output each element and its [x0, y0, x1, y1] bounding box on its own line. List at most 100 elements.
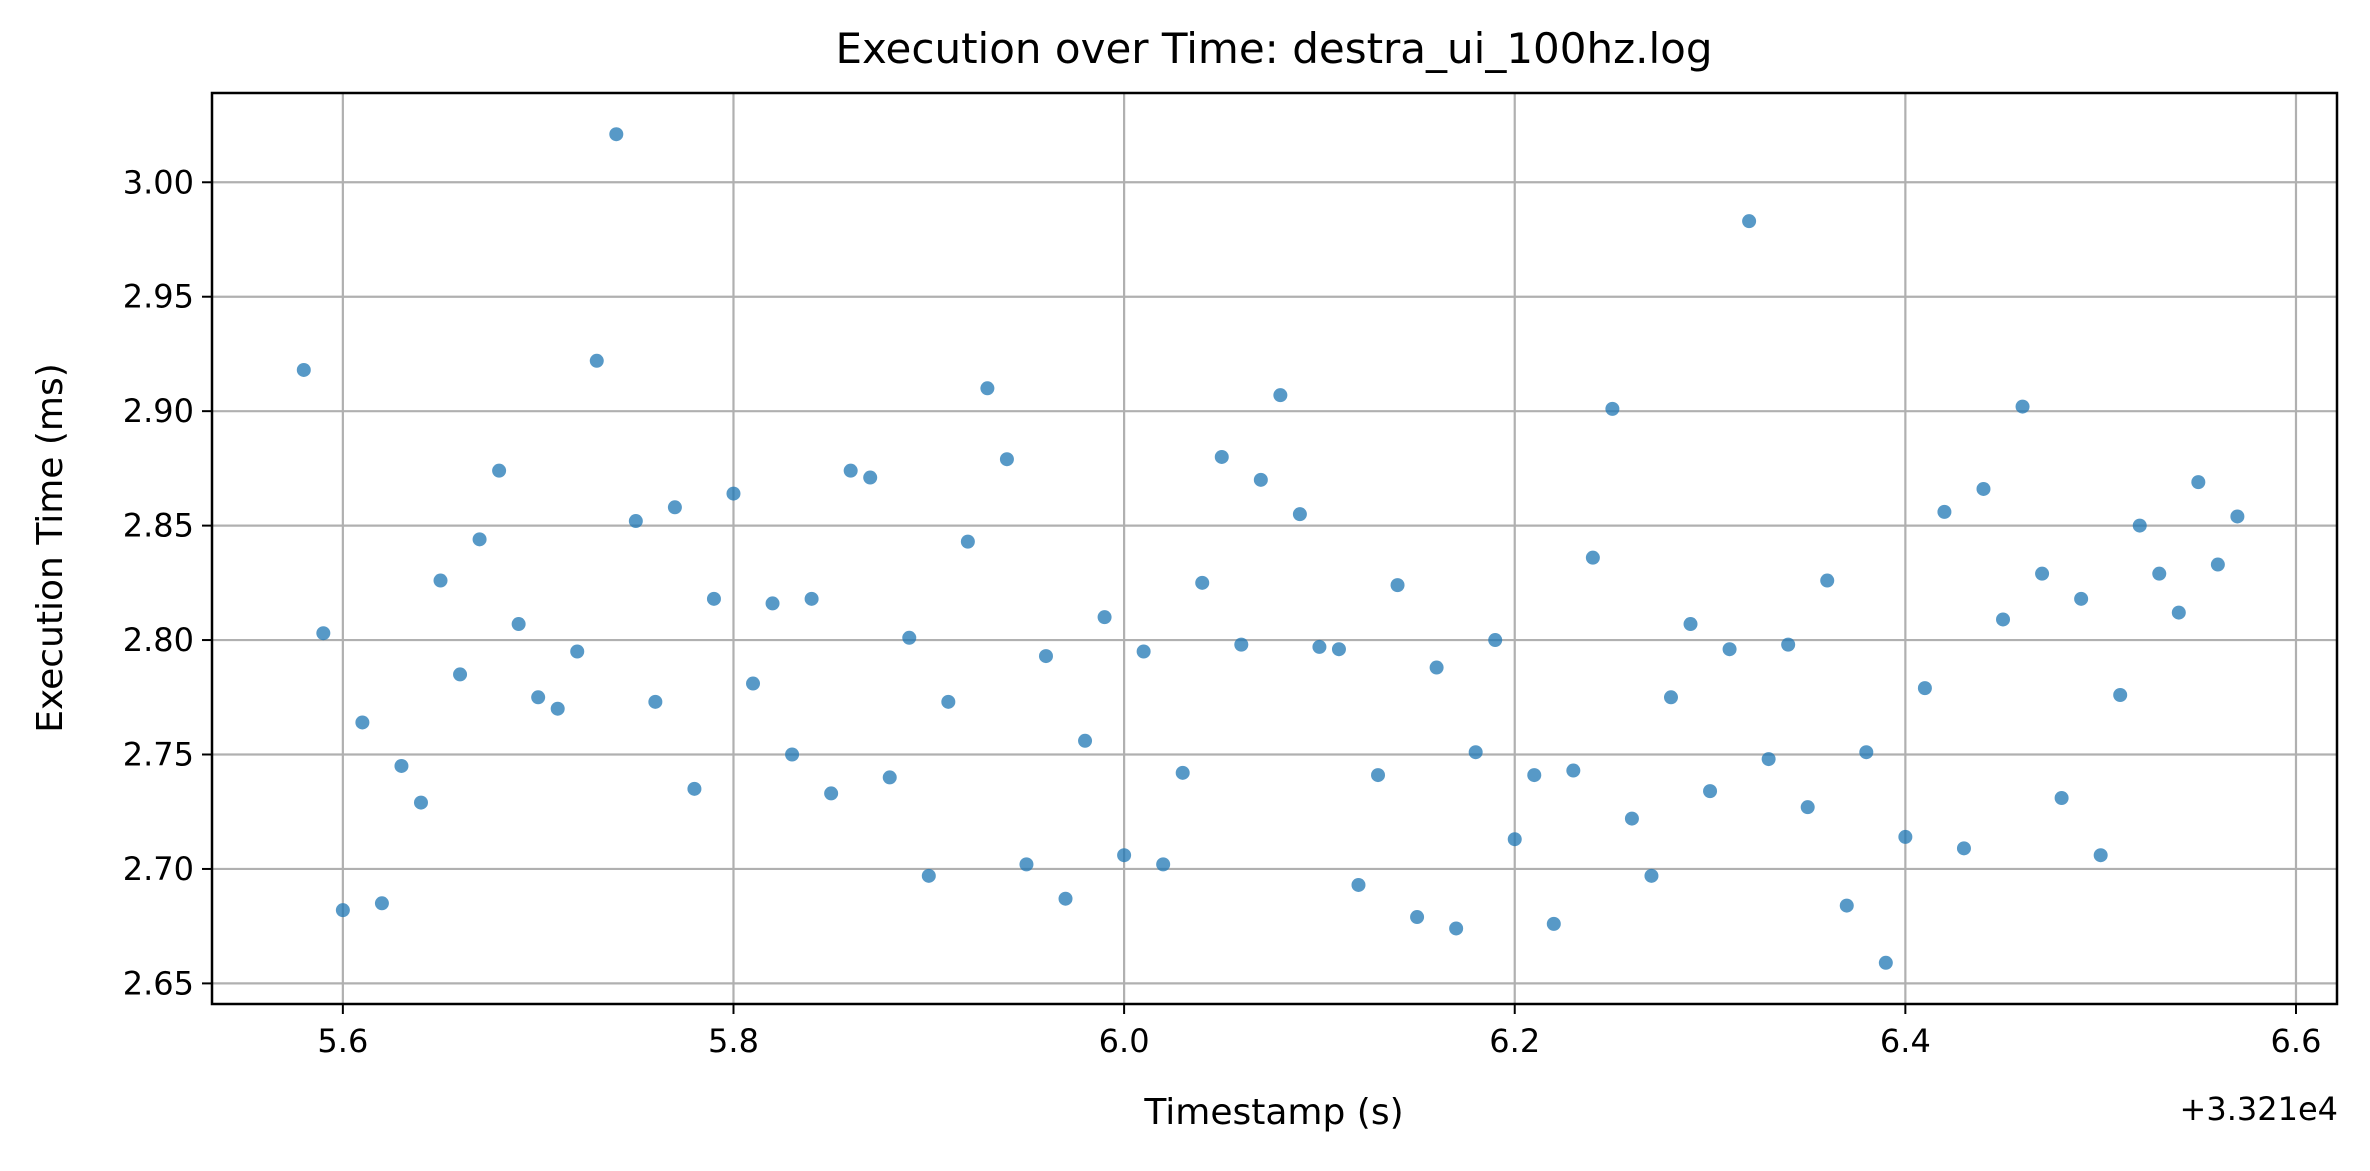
data-point [1761, 752, 1776, 767]
data-point [960, 534, 975, 549]
y-tick-label: 2.90 [123, 392, 194, 430]
data-point [609, 127, 624, 142]
data-point [2191, 475, 2206, 490]
data-point [1956, 841, 1971, 856]
data-point [1429, 660, 1444, 675]
data-point [1175, 765, 1190, 780]
data-point [863, 470, 878, 485]
y-tick-label: 2.70 [123, 850, 194, 888]
data-point [1624, 811, 1639, 826]
data-point [1800, 800, 1815, 815]
data-point [1781, 637, 1796, 652]
data-point [1058, 891, 1073, 906]
data-point [999, 452, 1014, 467]
data-point [902, 630, 917, 645]
data-point [706, 591, 721, 606]
plot-frame [210, 91, 2339, 1006]
data-point [453, 667, 468, 682]
data-point [765, 596, 780, 611]
data-point [1234, 637, 1249, 652]
data-point [2132, 518, 2147, 533]
data-point [1546, 916, 1561, 931]
data-points [296, 127, 2245, 970]
data-point [1117, 848, 1132, 863]
data-point [335, 903, 350, 918]
data-point [2210, 557, 2225, 572]
data-point [1156, 857, 1171, 872]
data-point [648, 694, 663, 709]
data-point [1976, 481, 1991, 496]
data-point [1996, 612, 2011, 627]
y-tick-label: 2.80 [123, 621, 194, 659]
data-point [1312, 639, 1327, 654]
x-tick-label: 6.6 [2271, 1022, 2322, 1060]
data-point [1605, 401, 1620, 416]
data-point [1195, 575, 1210, 590]
data-point [413, 795, 428, 810]
data-point [921, 868, 936, 883]
data-point [1292, 507, 1307, 522]
axis-ticks: 5.6 5.8 6.0 6.2 6.4 6.6 2.65 2.70 2.75 2.80 2.85 2.… [123, 163, 2322, 1060]
data-point [2113, 687, 2128, 702]
data-point [1273, 388, 1288, 403]
data-point [492, 463, 507, 478]
data-point [667, 500, 682, 515]
data-point [1468, 745, 1483, 760]
data-point [1136, 644, 1151, 659]
data-point [824, 786, 839, 801]
data-point [550, 701, 565, 716]
data-point [2015, 399, 2030, 414]
data-point [1937, 504, 1952, 519]
data-point [1585, 550, 1600, 565]
data-point [433, 573, 448, 588]
data-point [589, 353, 604, 368]
data-point [785, 747, 800, 762]
y-tick-label: 2.95 [123, 278, 194, 316]
y-tick-label: 3.00 [123, 163, 194, 201]
data-point [570, 644, 585, 659]
data-point [1449, 921, 1464, 936]
data-point [1390, 578, 1405, 593]
data-point [804, 591, 819, 606]
data-point [1644, 868, 1659, 883]
x-axis-label: Timestamp (s) [1143, 1092, 1403, 1133]
data-point [531, 690, 546, 705]
data-point [1527, 768, 1542, 783]
data-point [1019, 857, 1034, 872]
data-point [843, 463, 858, 478]
data-point [882, 770, 897, 785]
data-point [1507, 832, 1522, 847]
data-point [1253, 472, 1268, 487]
data-point [2230, 509, 2245, 524]
data-point [1722, 642, 1737, 657]
data-point [1878, 955, 1893, 970]
chart-title: Execution over Time: destra_ui_100hz.log [835, 24, 1712, 73]
data-point [472, 532, 487, 547]
x-tick-label: 5.6 [317, 1022, 368, 1060]
data-point [1331, 642, 1346, 657]
x-tick-label: 6.0 [1099, 1022, 1150, 1060]
data-point [1488, 633, 1503, 648]
data-point [2171, 605, 2186, 620]
data-point [511, 617, 526, 632]
y-tick-label: 2.65 [123, 964, 194, 1002]
data-point [2035, 566, 2050, 581]
data-point [394, 758, 409, 773]
grid-lines [212, 93, 2337, 1004]
data-point [1898, 829, 1913, 844]
data-point [628, 514, 643, 529]
data-point [1078, 733, 1093, 748]
x-tick-label: 6.4 [1880, 1022, 1931, 1060]
x-tick-label: 6.2 [1489, 1022, 1540, 1060]
data-point [316, 626, 331, 641]
data-point [2093, 848, 2108, 863]
data-point [1859, 745, 1874, 760]
x-axis-offset-label: +3.321e4 [2180, 1090, 2338, 1128]
data-point [296, 362, 311, 377]
y-axis-label: Execution Time (ms) [30, 363, 71, 733]
data-point [1663, 690, 1678, 705]
data-point [1820, 573, 1835, 588]
data-point [726, 486, 741, 501]
